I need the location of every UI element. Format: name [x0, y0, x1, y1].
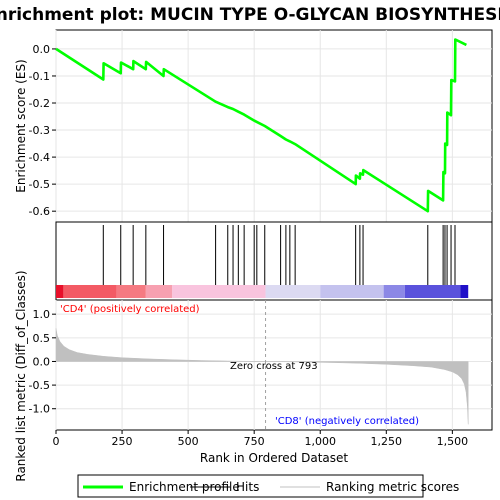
x-tick-label: 1,000 [304, 435, 336, 448]
es-gridlines [55, 30, 492, 222]
x-tick-label: 1,500 [437, 435, 469, 448]
metric-tick-label: 0.0 [33, 355, 51, 368]
band-segment [116, 285, 146, 298]
band-segment [145, 285, 173, 298]
x-axis-label: Rank in Ordered Dataset [200, 451, 348, 465]
es-y-axis: 0.0 -0.1 -0.2 -0.3 -0.4 -0.5 -0.6 [29, 43, 56, 218]
hits-group [102, 225, 456, 285]
es-tick-label: -0.1 [29, 70, 50, 83]
x-axis: 0 250 500 750 1,000 1,250 1,500 [53, 430, 469, 448]
es-panel [55, 29, 493, 223]
band-segment [265, 285, 321, 298]
band-segment [383, 285, 405, 298]
pos-label: 'CD4' (positively correlated) [60, 304, 200, 315]
metric-y-axis-label: Ranked list metric (Diff_of_Classes) [14, 270, 28, 481]
band-segment [320, 285, 384, 298]
metric-tick-label: 1.0 [33, 308, 51, 321]
x-tick-label: 500 [178, 435, 199, 448]
band-segment [172, 285, 266, 298]
es-tick-label: -0.5 [29, 178, 50, 191]
legend-item-label: Enrichment profile [129, 480, 240, 494]
band-segment [56, 285, 64, 298]
metric-tick-label: -0.5 [29, 379, 50, 392]
band-segment [63, 285, 117, 298]
band-segment [460, 285, 469, 298]
x-tick-label: 0 [53, 435, 60, 448]
legend-item-label: Hits [236, 480, 259, 494]
es-profile-group [55, 38, 467, 213]
ranking-metric-area [55, 328, 469, 425]
x-tick-label: 1,250 [371, 435, 403, 448]
rank-color-band [56, 285, 469, 298]
metric-area-group [55, 300, 469, 430]
chart-title: Enrichment plot: MUCIN TYPE O-GLYCAN BIO… [0, 5, 500, 25]
x-tick-label: 750 [244, 435, 265, 448]
metric-tick-label: -1.0 [29, 403, 50, 416]
legend-box [77, 474, 424, 498]
enrichment-profile-line [55, 38, 467, 213]
es-tick-label: -0.2 [29, 97, 50, 110]
es-tick-label: -0.4 [29, 151, 50, 164]
band-segment [404, 285, 461, 298]
es-tick-label: 0.0 [33, 43, 51, 56]
legend-item-label: Ranking metric scores [326, 480, 459, 494]
es-tick-label: -0.6 [29, 205, 50, 218]
zero-cross-label: Zero cross at 793 [230, 361, 318, 372]
x-tick-label: 250 [112, 435, 133, 448]
es-y-axis-label: Enrichment score (ES) [14, 59, 28, 192]
neg-label: 'CD8' (negatively correlated) [275, 416, 419, 427]
metric-tick-label: 0.5 [33, 332, 51, 345]
es-tick-label: -0.3 [29, 124, 50, 137]
metric-y-axis: 1.0 0.5 0.0 -0.5 -1.0 [29, 308, 56, 416]
